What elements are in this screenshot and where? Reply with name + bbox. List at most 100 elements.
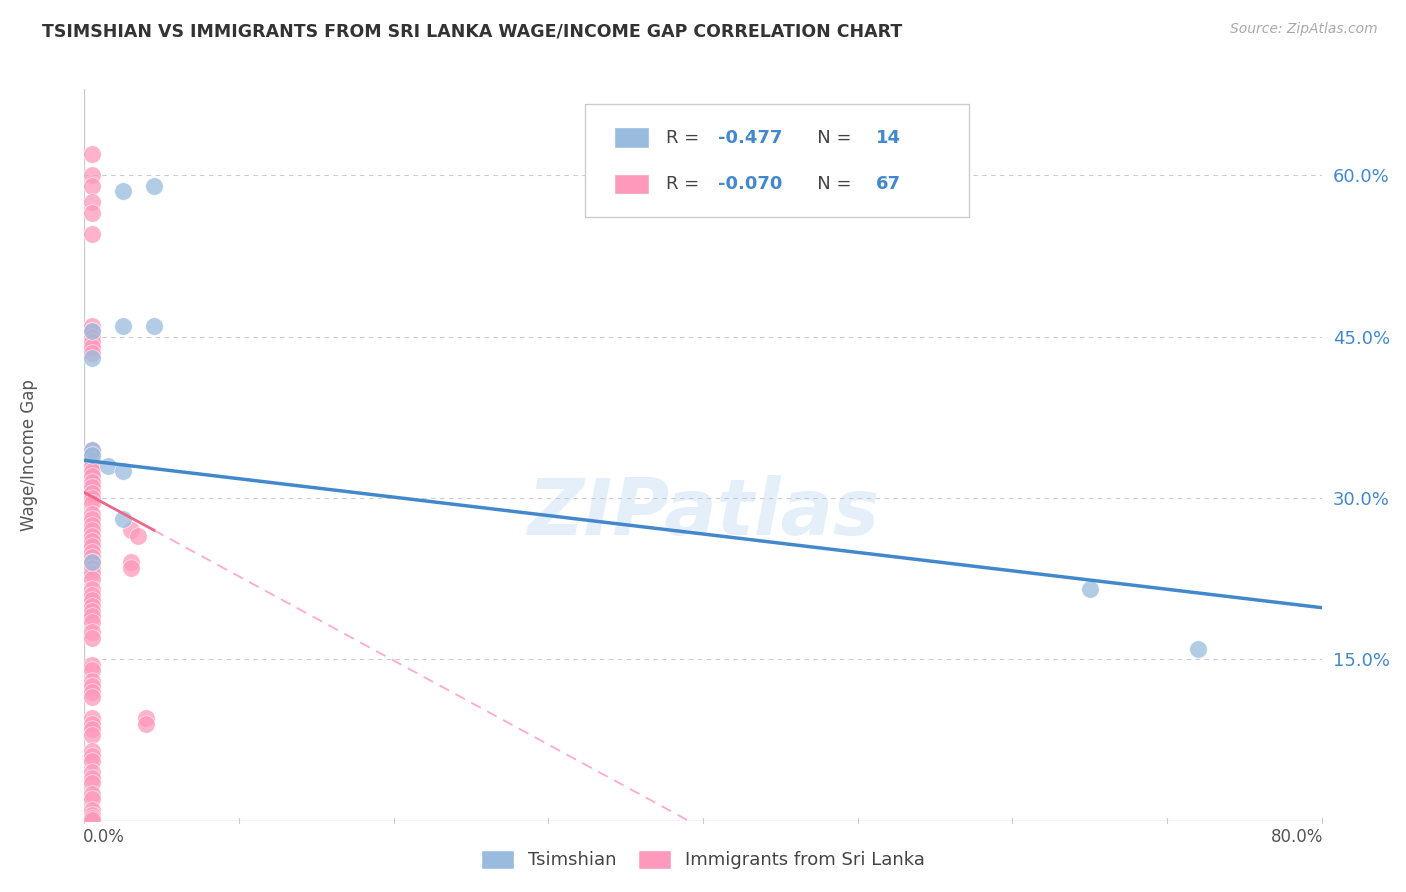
Point xyxy=(82,507,104,521)
Point xyxy=(82,711,104,725)
Legend: Tsimshian, Immigrants from Sri Lanka: Tsimshian, Immigrants from Sri Lanka xyxy=(472,841,934,879)
Point xyxy=(120,523,142,537)
Text: TSIMSHIAN VS IMMIGRANTS FROM SRI LANKA WAGE/INCOME GAP CORRELATION CHART: TSIMSHIAN VS IMMIGRANTS FROM SRI LANKA W… xyxy=(42,22,903,40)
Point xyxy=(82,453,104,467)
Point xyxy=(112,318,135,333)
Point xyxy=(82,572,104,586)
Point xyxy=(82,787,104,801)
Text: 0.0%: 0.0% xyxy=(83,828,125,846)
Text: 67: 67 xyxy=(876,175,901,194)
Point xyxy=(82,625,104,640)
Point xyxy=(82,808,104,822)
Point xyxy=(82,679,104,693)
Point xyxy=(112,464,135,478)
Point xyxy=(82,485,104,500)
Text: ZIPatlas: ZIPatlas xyxy=(527,475,879,551)
Text: -0.070: -0.070 xyxy=(718,175,782,194)
Point xyxy=(82,533,104,548)
Text: Wage/Income Gap: Wage/Income Gap xyxy=(20,379,38,531)
Point xyxy=(82,442,104,457)
Point xyxy=(82,517,104,532)
Point xyxy=(82,318,104,333)
Point xyxy=(97,458,120,473)
Point xyxy=(82,631,104,645)
Point xyxy=(82,561,104,575)
FancyBboxPatch shape xyxy=(614,174,648,194)
Point xyxy=(82,716,104,731)
FancyBboxPatch shape xyxy=(585,103,969,218)
Point xyxy=(82,340,104,354)
Point xyxy=(82,566,104,581)
Point xyxy=(82,690,104,704)
Point xyxy=(82,442,104,457)
Point xyxy=(143,318,166,333)
Point xyxy=(82,593,104,607)
Point xyxy=(82,813,104,827)
Point xyxy=(82,480,104,494)
Point xyxy=(82,206,104,220)
Point xyxy=(82,324,104,338)
Point xyxy=(82,776,104,790)
Text: 80.0%: 80.0% xyxy=(1271,828,1323,846)
Point xyxy=(82,334,104,349)
Point xyxy=(82,684,104,698)
Point xyxy=(82,168,104,182)
Point xyxy=(82,749,104,764)
Point xyxy=(82,496,104,510)
Point xyxy=(82,556,104,570)
Point xyxy=(112,512,135,526)
Point xyxy=(82,469,104,483)
FancyBboxPatch shape xyxy=(614,128,648,148)
Point xyxy=(82,464,104,478)
Point xyxy=(82,803,104,817)
Point xyxy=(143,179,166,194)
Point xyxy=(82,329,104,343)
Point xyxy=(82,755,104,769)
Text: N =: N = xyxy=(800,128,856,146)
Point xyxy=(82,345,104,359)
Point xyxy=(82,588,104,602)
Point xyxy=(82,599,104,613)
Point xyxy=(82,512,104,526)
Point xyxy=(1187,641,1209,656)
Point xyxy=(82,475,104,489)
Point xyxy=(1078,582,1101,597)
Point xyxy=(82,448,104,462)
Point xyxy=(82,723,104,737)
Point xyxy=(82,673,104,688)
Point xyxy=(82,744,104,758)
Point xyxy=(82,771,104,785)
Point xyxy=(112,185,135,199)
Point xyxy=(135,716,157,731)
Text: Source: ZipAtlas.com: Source: ZipAtlas.com xyxy=(1230,22,1378,37)
Point xyxy=(128,528,150,542)
Point xyxy=(82,528,104,542)
Point xyxy=(82,324,104,338)
Point xyxy=(82,179,104,194)
Text: -0.477: -0.477 xyxy=(718,128,782,146)
Point xyxy=(82,195,104,210)
Point xyxy=(82,792,104,806)
Point xyxy=(82,728,104,742)
Point xyxy=(82,448,104,462)
Text: R =: R = xyxy=(666,175,704,194)
Point xyxy=(82,351,104,365)
Point xyxy=(82,545,104,559)
Text: R =: R = xyxy=(666,128,704,146)
Point xyxy=(82,227,104,242)
Point xyxy=(82,550,104,565)
Point xyxy=(82,458,104,473)
Point xyxy=(135,711,157,725)
Point xyxy=(82,582,104,597)
Point xyxy=(82,556,104,570)
Point xyxy=(82,491,104,505)
Point xyxy=(120,561,142,575)
Point xyxy=(82,609,104,624)
Point xyxy=(82,765,104,780)
Text: 14: 14 xyxy=(876,128,901,146)
Point xyxy=(82,146,104,161)
Point xyxy=(82,523,104,537)
Point xyxy=(120,556,142,570)
Text: N =: N = xyxy=(800,175,856,194)
Point xyxy=(82,812,104,826)
